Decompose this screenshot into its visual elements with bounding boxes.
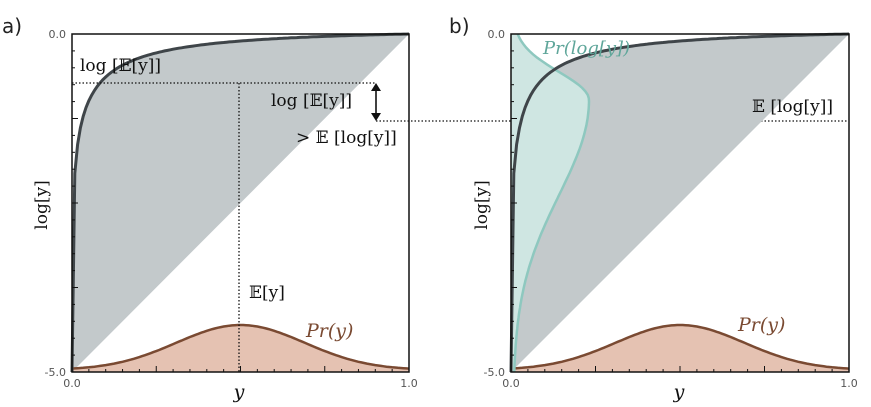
panel-a-gap-arrow-head-down (371, 113, 381, 121)
panel-a-y-tick-bottom: -5.0 (45, 366, 66, 379)
panel-a-gap-arrow-head-up (371, 83, 381, 91)
panel-a-gt-mean-log-label: > 𝔼 [log[y]] (296, 128, 397, 148)
panel-b-pr-log-y-curve (513, 33, 591, 373)
panel-b-label: b) (449, 14, 470, 38)
panel-a-x-axis-label: y (233, 381, 245, 403)
panel-b-pr-y-fill (511, 325, 849, 372)
panel-a-y-axis-label: log[y] (32, 180, 52, 229)
panel-b-pr-y-curve (510, 323, 850, 370)
panel-b: b) 0.0 -5.0 0.0 1.0 y log[y] Pr(log[y]) … (449, 14, 858, 403)
panel-b-ticks (511, 50, 833, 372)
panel-a-ticks (72, 50, 393, 372)
panel-a-label: a) (2, 14, 22, 38)
panel-a-x-tick-left: 0.0 (63, 377, 81, 390)
panel-a-log-mean-label-left: log [𝔼[y]] (80, 56, 161, 76)
panel-a-mean-y-label: 𝔼[y] (249, 283, 285, 303)
panel-a-gap-region (72, 34, 409, 372)
panel-b-log-curve (509, 32, 850, 373)
panel-b-pr-log-y-label: Pr(log[y]) (542, 38, 630, 59)
panel-b-pr-y-label: Pr(y) (737, 314, 785, 336)
panel-b-x-tick-right: 1.0 (840, 377, 858, 390)
panel-b-gap-region (511, 34, 849, 372)
panel-a-pr-y-label: Pr(y) (305, 320, 353, 342)
panel-b-y-tick-bottom: -5.0 (484, 366, 505, 379)
panel-a-y-tick-top: 0.0 (49, 28, 67, 41)
panel-b-mean-log-label: 𝔼 [log[y]] (752, 97, 833, 117)
panel-a-x-tick-right: 1.0 (400, 377, 418, 390)
panel-a: a) 0.0 -5.0 0.0 1.0 y log[y] log [𝔼[y]] … (2, 14, 849, 403)
panel-a-pr-y-curve (71, 323, 410, 370)
panel-b-y-axis-label: log[y] (472, 180, 492, 229)
panel-a-log-curve (70, 32, 410, 373)
panel-b-x-axis-label: y (673, 381, 685, 403)
panel-b-x-tick-left: 0.0 (502, 377, 520, 390)
panel-a-pr-y-fill (72, 325, 409, 372)
panel-b-pr-log-y-fill (511, 34, 589, 372)
panel-b-y-tick-top: 0.0 (488, 28, 506, 41)
panel-a-log-mean-label-right: log [𝔼[y]] (271, 91, 352, 111)
